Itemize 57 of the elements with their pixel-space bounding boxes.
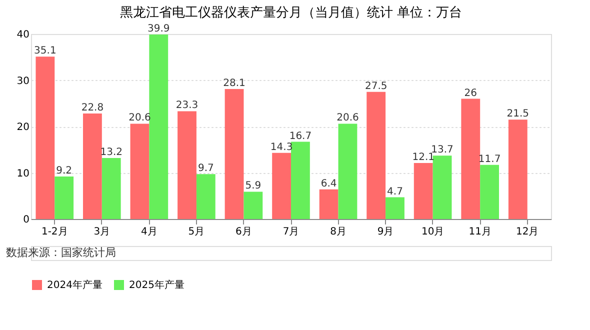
chart-title: 黑龙江省电工仪器仪表产量分月（当月值）统计 单位：万台: [120, 5, 462, 20]
bar: [272, 152, 291, 219]
data-label: 16.7: [289, 130, 312, 142]
data-label: 20.6: [336, 112, 359, 124]
source-note: 数据来源：国家统计局: [6, 246, 116, 259]
x-tick-label: 1-2月: [41, 226, 68, 238]
bar: [178, 111, 196, 219]
legend-label: 2025年产量: [129, 279, 184, 291]
data-label: 4.7: [387, 186, 403, 198]
bar: [338, 124, 358, 219]
y-tick-label: 10: [16, 168, 30, 180]
data-label: 9.7: [198, 163, 214, 174]
bar: [36, 56, 55, 219]
bar: [386, 197, 404, 219]
data-label: 28.1: [223, 78, 246, 90]
bar: [414, 163, 433, 219]
y-tick-label: 40: [16, 30, 30, 40]
x-tick-label: 3月: [94, 226, 110, 238]
data-label: 9.2: [56, 165, 72, 176]
y-tick-label: 30: [16, 76, 30, 87]
bar: [130, 124, 150, 219]
data-label: 39.9: [148, 23, 170, 34]
bar: [432, 156, 452, 219]
x-tick-label: 10月: [421, 226, 444, 238]
data-label: 22.8: [81, 102, 104, 114]
bar: [224, 89, 244, 219]
x-tick-label: 5月: [188, 226, 205, 238]
data-label: 26: [464, 88, 478, 99]
bar: [461, 98, 480, 219]
legend-label: 2024年产量: [47, 279, 102, 291]
data-label: 6.4: [320, 178, 337, 190]
data-label: 21.5: [506, 108, 530, 120]
x-tick-label: 7月: [282, 226, 300, 238]
data-label: 35.1: [34, 46, 56, 57]
x-tick-label: 4月: [140, 226, 158, 238]
data-label: 23.3: [176, 100, 198, 112]
bar: [291, 142, 310, 219]
bar: [319, 189, 338, 219]
x-tick-label: 6月: [236, 226, 252, 238]
x-tick-label: 11月: [468, 226, 492, 238]
bar: [480, 164, 499, 219]
bar: [366, 92, 386, 219]
x-tick-label: 8月: [330, 226, 346, 238]
bar: [244, 192, 263, 219]
bar: [83, 114, 102, 219]
bar: [102, 158, 121, 219]
data-label: 13.7: [431, 144, 454, 156]
bar: [54, 176, 74, 219]
data-label: 27.5: [364, 80, 388, 92]
bar: [149, 34, 168, 219]
bar: [196, 174, 216, 219]
x-tick-label: 9月: [377, 226, 394, 238]
bar: [508, 120, 528, 219]
y-tick-label: 0: [23, 214, 30, 226]
x-tick-label: 12月: [516, 226, 539, 238]
y-tick-label: 20: [16, 122, 30, 133]
data-label: 5.9: [245, 180, 262, 192]
